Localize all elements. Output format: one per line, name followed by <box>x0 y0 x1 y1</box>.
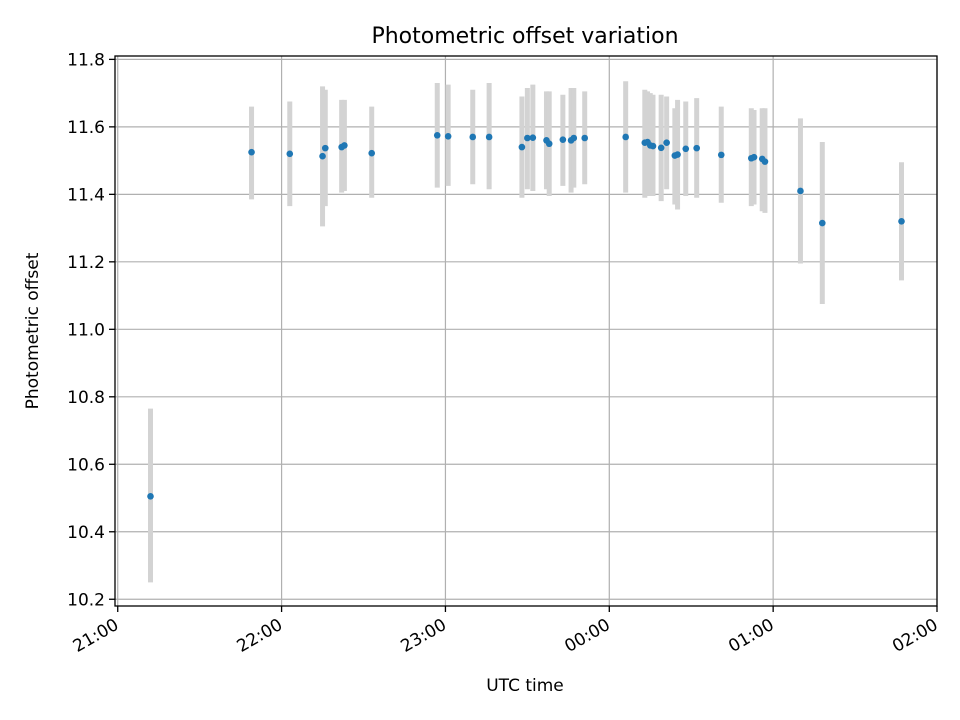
data-point <box>622 133 629 141</box>
axes-frame <box>114 55 938 607</box>
data-point <box>682 145 690 153</box>
data-point <box>321 144 329 152</box>
data-point <box>147 493 154 500</box>
y-axis-ticks: 10.2 10.4 10.6 10.8 11.0 11.2 11.4 11.6 11.8 <box>67 50 115 610</box>
data-point <box>570 134 578 142</box>
y-tick-label: 11.8 <box>67 50 105 70</box>
data-point <box>529 134 537 141</box>
data-point <box>545 140 553 148</box>
data-point <box>286 150 294 158</box>
y-tick-label: 10.2 <box>67 590 105 610</box>
x-axis-label: UTC time <box>486 676 564 696</box>
y-tick-label: 10.8 <box>67 388 105 408</box>
data-point <box>341 142 348 149</box>
data-point <box>444 133 452 140</box>
data-point <box>649 142 657 150</box>
data-point <box>693 144 700 152</box>
data-point <box>761 158 769 165</box>
y-tick-label: 10.4 <box>67 523 105 543</box>
y-tick-label: 11.4 <box>67 185 105 205</box>
data-point <box>248 148 255 156</box>
data-point <box>674 151 681 158</box>
data-point <box>819 219 826 227</box>
data-points <box>147 131 905 500</box>
y-tick-label: 11.2 <box>67 253 105 273</box>
chart-title: Photometric offset variation <box>371 24 678 49</box>
data-point <box>524 134 531 142</box>
y-tick-label: 11.6 <box>67 118 105 138</box>
data-point <box>750 153 758 161</box>
y-tick-label: 10.6 <box>67 455 105 475</box>
data-point <box>518 143 526 151</box>
data-point <box>368 149 376 157</box>
data-point <box>797 187 804 195</box>
data-point <box>663 139 670 147</box>
data-point <box>433 131 441 139</box>
data-point <box>469 133 477 141</box>
data-point <box>898 218 905 225</box>
y-axis-label: Photometric offset <box>23 252 43 409</box>
data-point <box>581 134 589 142</box>
data-point <box>717 151 725 159</box>
data-point <box>485 133 493 141</box>
data-point <box>657 144 665 152</box>
data-point <box>559 136 567 143</box>
data-point <box>319 152 326 160</box>
y-tick-label: 11.0 <box>67 320 105 340</box>
